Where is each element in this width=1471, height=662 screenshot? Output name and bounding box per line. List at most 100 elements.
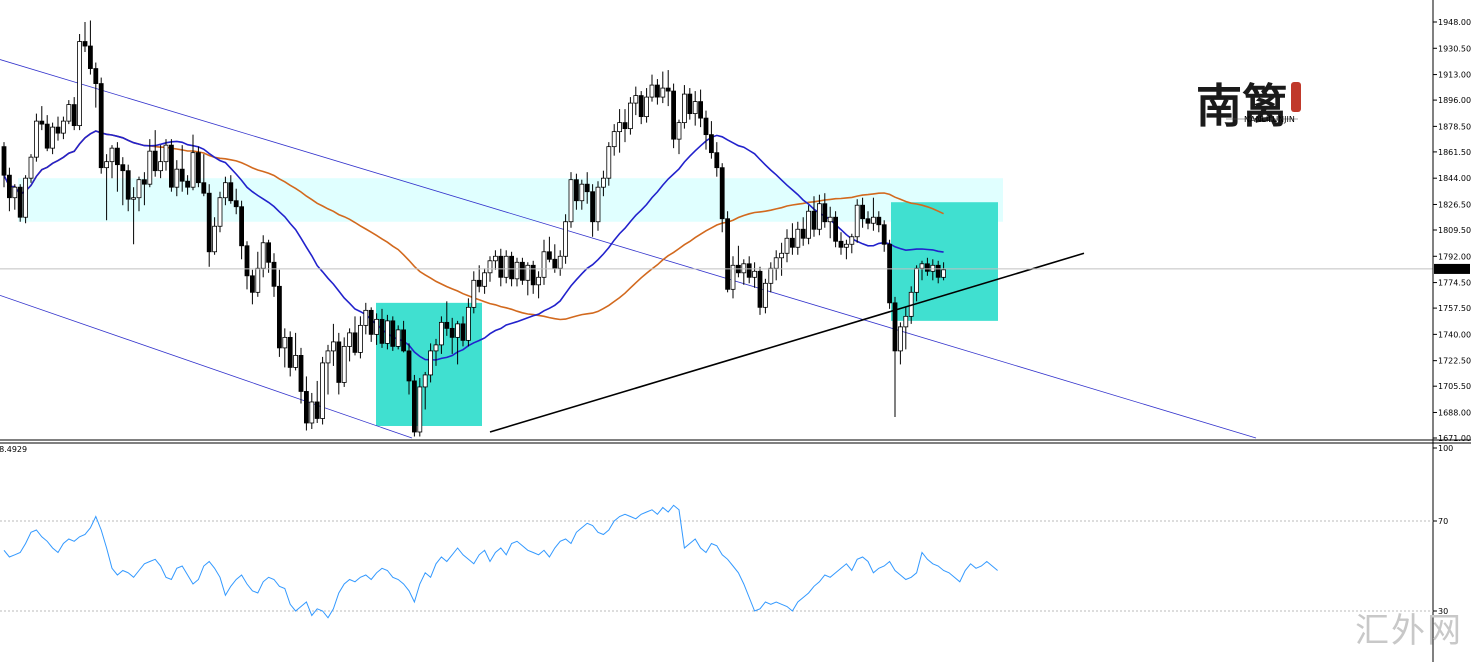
- candle: [347, 328, 353, 362]
- bull-candle-body: [217, 197, 223, 227]
- candle: [757, 266, 763, 315]
- bull-candle-body: [109, 147, 115, 163]
- candle: [520, 257, 525, 285]
- bear-candle-body: [249, 275, 255, 293]
- candle: [449, 317, 455, 354]
- bear-candle-body: [719, 167, 725, 220]
- candle: [298, 347, 304, 404]
- bull-candle-body: [611, 131, 617, 148]
- candle: [552, 244, 558, 273]
- candle: [368, 307, 374, 342]
- candle: [98, 77, 104, 174]
- price-tick-label: 1896.00: [1438, 96, 1471, 105]
- bull-candle-body: [34, 120, 39, 158]
- bear-candle-body: [179, 168, 185, 182]
- price-axis: 1948.00 1930.50 1913.00 1896.00 1878.50 1861.…: [1433, 18, 1471, 443]
- bear-candle-body: [368, 309, 374, 335]
- candle: [833, 211, 838, 248]
- candle: [741, 259, 747, 285]
- candle: [568, 172, 574, 228]
- candle: [34, 113, 39, 162]
- candle: [471, 271, 477, 314]
- candle: [152, 130, 158, 177]
- candle: [190, 134, 196, 191]
- candle: [120, 157, 126, 206]
- bull-candle-body: [422, 374, 428, 388]
- candle: [325, 344, 331, 395]
- bull-candle-body: [212, 225, 218, 253]
- price-tick-label: 1774.50: [1438, 279, 1471, 288]
- candle: [590, 184, 595, 237]
- bear-candle-body: [590, 191, 595, 223]
- bull-candle-body: [617, 122, 622, 133]
- candle: [714, 142, 720, 177]
- price-tick-label: 1913.00: [1438, 71, 1471, 80]
- current-price-box: [1434, 263, 1470, 274]
- bear-candle-body: [584, 183, 590, 193]
- candle: [422, 371, 428, 410]
- price-tick-label: 1740.00: [1438, 330, 1471, 339]
- bull-candle-body: [601, 177, 606, 188]
- rsi-value-label: 38.4929: [0, 445, 27, 454]
- bear-candle-body: [55, 126, 61, 134]
- candle: [239, 200, 245, 260]
- bear-candle-body: [860, 204, 865, 220]
- candle: [287, 331, 293, 377]
- candle: [795, 221, 801, 255]
- candle: [406, 343, 412, 395]
- bull-candle-body: [773, 257, 779, 269]
- price-tick-label: 1792.00: [1438, 252, 1471, 261]
- bull-candle-body: [374, 318, 380, 335]
- candle: [584, 172, 590, 204]
- bull-candle-body: [482, 272, 488, 287]
- bear-candle-body: [509, 255, 515, 280]
- candle: [266, 239, 272, 273]
- bull-candle-body: [827, 216, 833, 223]
- candle: [574, 173, 579, 210]
- candle: [482, 268, 488, 294]
- candle: [563, 214, 568, 264]
- bear-candle-body: [574, 179, 579, 202]
- bull-candle-body: [282, 336, 288, 349]
- bull-candle-body: [465, 306, 471, 341]
- price-tick-label: 1878.50: [1438, 122, 1471, 131]
- candle: [411, 374, 417, 437]
- candle: [255, 251, 261, 297]
- bull-candle-body: [104, 161, 109, 169]
- candle: [752, 262, 757, 288]
- bear-candle-body: [671, 90, 676, 140]
- bear-candle-body: [120, 164, 126, 172]
- candle: [352, 316, 358, 356]
- bear-candle-body: [379, 318, 385, 344]
- bull-candle-body: [147, 150, 153, 185]
- bull-candle-body: [487, 260, 493, 274]
- bull-candle-body: [768, 267, 774, 284]
- candle: [665, 70, 671, 107]
- candle: [622, 109, 628, 143]
- bear-candle-body: [925, 263, 930, 272]
- bull-candle-body: [563, 221, 568, 257]
- rsi-line: [3, 504, 998, 619]
- bear-candle-body: [698, 101, 703, 119]
- candle: [77, 34, 82, 131]
- candle: [71, 97, 77, 131]
- bull-candle-body: [384, 320, 390, 344]
- bear-candle-body: [82, 41, 88, 47]
- bull-candle-body: [50, 126, 55, 149]
- bear-candle-body: [168, 144, 174, 188]
- logo-glyphs: 南篱: [1196, 79, 1288, 133]
- bear-candle-body: [822, 203, 828, 223]
- bear-candle-body: [547, 251, 552, 260]
- candle: [320, 356, 326, 425]
- candle: [725, 211, 730, 293]
- bear-candle-body: [406, 350, 412, 382]
- bear-candle-body: [239, 206, 245, 247]
- bull-candle-body: [77, 41, 82, 127]
- candle: [206, 184, 212, 267]
- bear-candle-body: [811, 210, 817, 230]
- candle: [536, 271, 541, 299]
- candle: [644, 88, 649, 123]
- bear-candle-body: [352, 332, 358, 353]
- bear-candle-body: [271, 261, 277, 287]
